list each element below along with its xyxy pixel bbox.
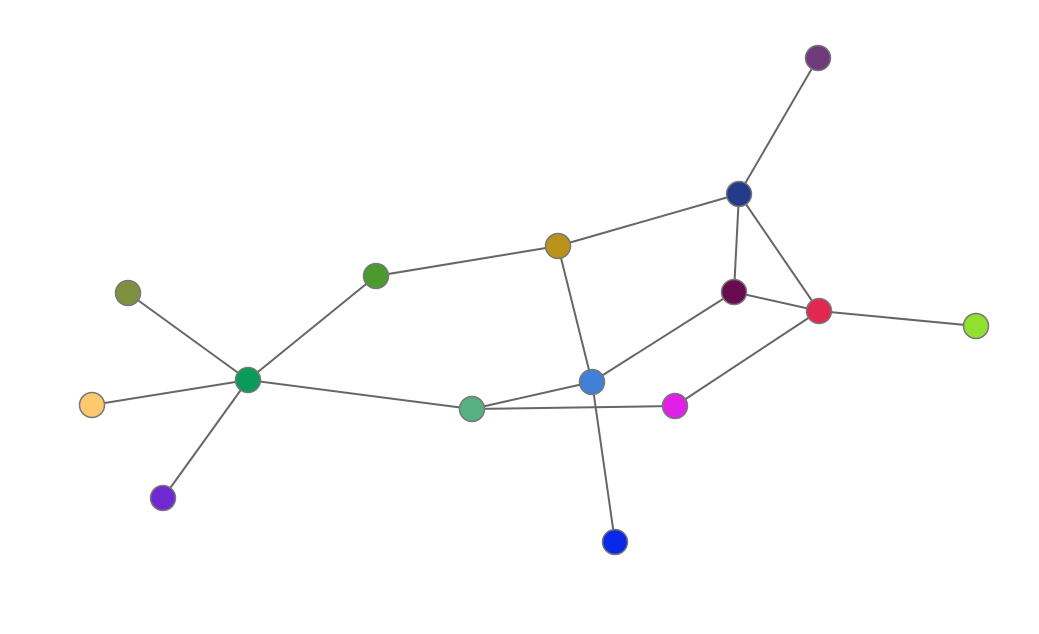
node [601,528,629,556]
edge [91,379,249,406]
node [804,44,832,72]
edges [91,57,977,543]
node [661,392,689,420]
node [725,180,753,208]
node [578,368,606,396]
edge [127,292,249,381]
node [149,484,177,512]
edge [733,193,740,293]
edge [738,193,820,312]
edge [247,379,473,410]
node [234,366,262,394]
edge [471,405,676,410]
edge [733,291,820,312]
nodes [78,44,990,556]
node [458,395,486,423]
edge [591,381,616,543]
node [720,278,748,306]
edge [375,245,559,277]
edge [738,57,819,195]
edge [591,291,735,383]
edge [162,379,249,499]
node [362,262,390,290]
edge [471,381,593,410]
edge [674,310,820,407]
node [78,391,106,419]
node [544,232,572,260]
edge [818,310,977,327]
edge [557,245,593,383]
node [114,279,142,307]
edge [557,193,740,247]
edge [247,275,377,381]
node [962,312,990,340]
node [805,297,833,325]
